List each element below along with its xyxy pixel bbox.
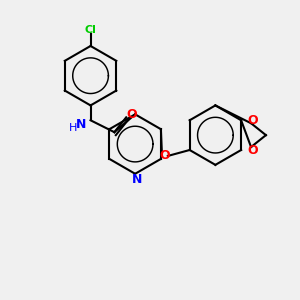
Text: N: N [131,173,142,186]
Text: H: H [69,123,77,133]
Text: O: O [247,114,258,127]
Text: N: N [76,118,86,131]
Text: Cl: Cl [85,25,97,34]
Text: O: O [127,108,137,121]
Text: O: O [247,143,258,157]
Text: O: O [160,149,170,162]
